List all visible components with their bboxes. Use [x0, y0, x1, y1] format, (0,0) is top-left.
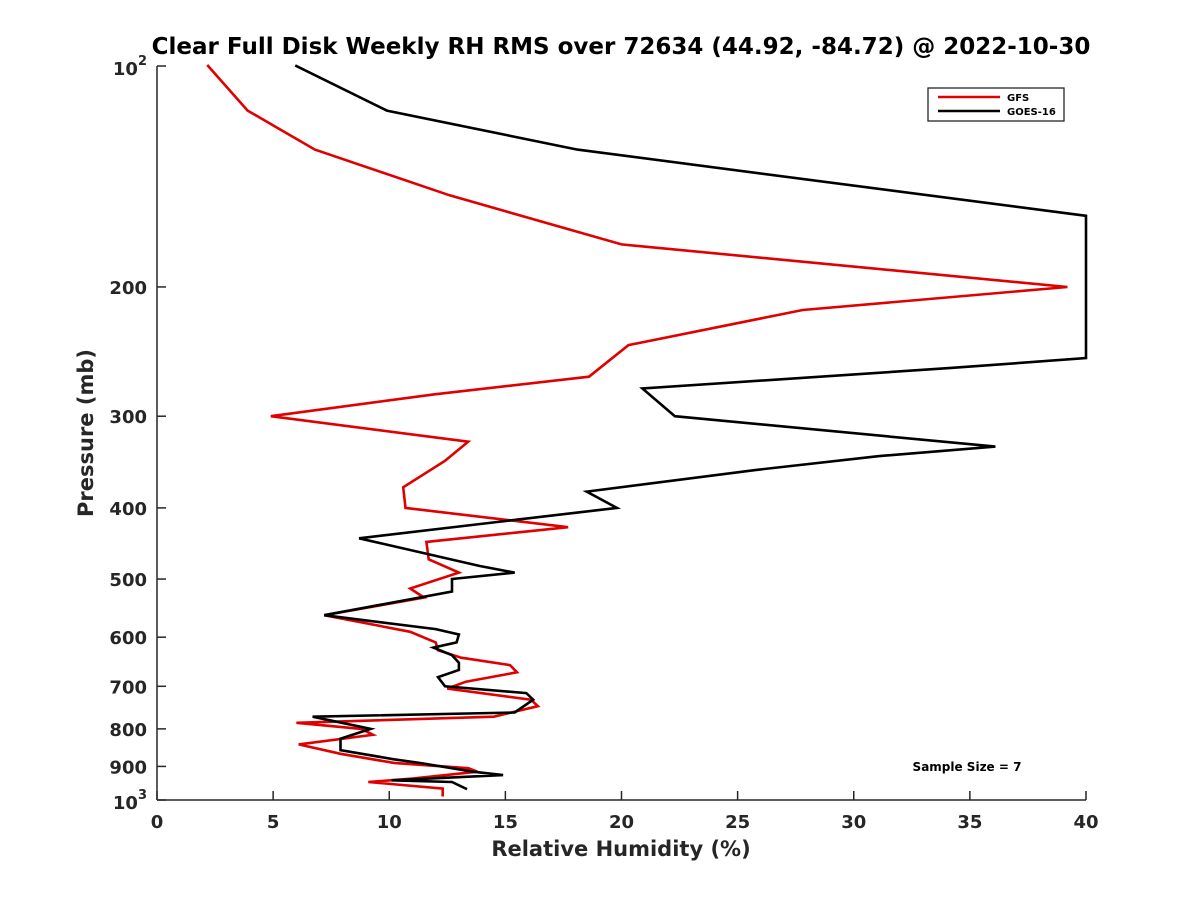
y-tick-label: 200	[109, 278, 147, 299]
y-tick-label: 800	[109, 720, 147, 741]
series-layer	[206, 64, 1088, 797]
y-tick-label: 102	[113, 54, 147, 80]
y-ticks: 102 200 300 400 500 600 700 800 900 103	[109, 54, 166, 814]
x-tick-label: 15	[493, 812, 518, 833]
x-tick-label: 35	[957, 812, 982, 833]
x-axis-label: Relative Humidity (%)	[491, 837, 750, 861]
x-tick-label: 30	[841, 812, 866, 833]
legend: GFS GOES-16	[927, 87, 1065, 122]
y-axis-label: Pressure (mb)	[74, 349, 98, 517]
sample-size-annotation: Sample Size = 7	[913, 760, 1022, 774]
x-tick-label: 20	[609, 812, 634, 833]
x-ticks: 0 5 10 15 20 25 30 35 40	[151, 791, 1099, 833]
y-tick-label: 400	[109, 499, 147, 520]
series-line-goes16	[294, 64, 1088, 791]
chart-title: Clear Full Disk Weekly RH RMS over 72634…	[152, 34, 1091, 60]
y-tick-label: 900	[109, 757, 147, 778]
y-tick-label: 300	[109, 407, 147, 428]
x-tick-label: 0	[151, 812, 164, 833]
plot-area: 0 5 10 15 20 25 30 35 40 102 200 300 400 500 600 700 80…	[109, 54, 1098, 833]
plot-background	[157, 66, 1086, 800]
y-tick-label: 600	[109, 628, 147, 649]
y-tick-label: 500	[109, 570, 147, 591]
y-tick-label: 103	[113, 788, 147, 814]
y-tick-label: 700	[109, 677, 147, 698]
x-tick-label: 10	[377, 812, 402, 833]
legend-label-gfs: GFS	[1007, 93, 1029, 104]
x-tick-label: 5	[267, 812, 280, 833]
x-tick-label: 40	[1073, 812, 1098, 833]
legend-box	[927, 87, 1065, 122]
x-tick-label: 25	[725, 812, 750, 833]
series-line-gfs	[206, 64, 1068, 797]
legend-label-goes16: GOES-16	[1007, 107, 1056, 118]
